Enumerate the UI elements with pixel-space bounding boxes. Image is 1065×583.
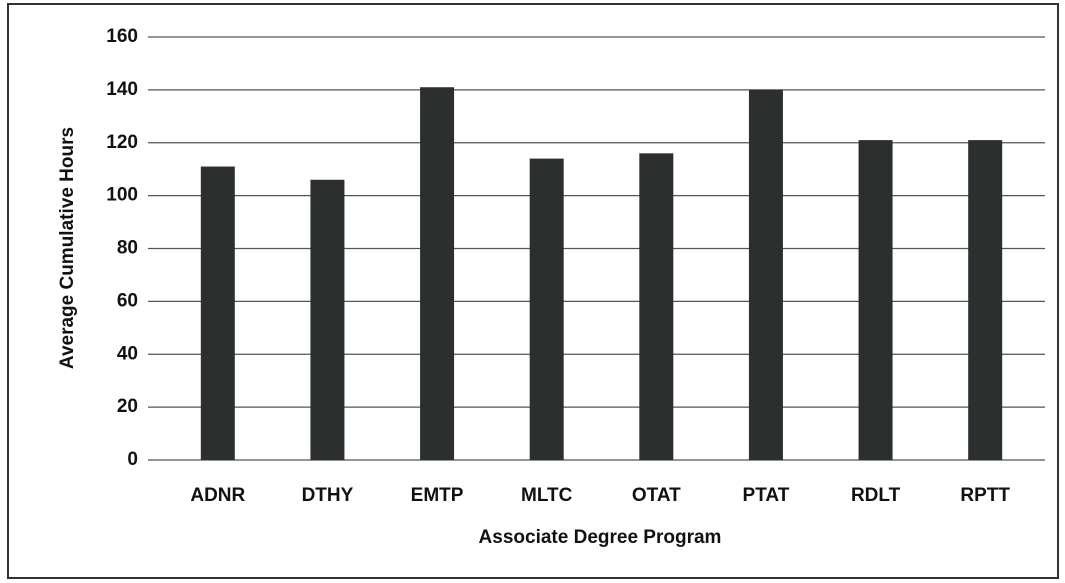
y-tick-label: 140	[106, 79, 138, 100]
x-tick-label: DTHY	[302, 485, 354, 506]
y-tick-label: 20	[117, 396, 138, 417]
x-tick-label: ADNR	[190, 485, 245, 506]
bar	[639, 153, 674, 460]
y-tick-label: 100	[106, 185, 138, 206]
y-tick-label: 120	[106, 132, 138, 153]
y-tick-label: 160	[106, 26, 138, 47]
x-tick-label: EMTP	[411, 485, 464, 506]
bar	[529, 158, 564, 461]
bar	[200, 166, 235, 460]
x-tick-label: PTAT	[743, 485, 790, 506]
y-axis-label: Average Cumulative Hours	[57, 127, 78, 369]
y-tick-label: 60	[117, 290, 138, 311]
y-tick-label: 40	[117, 343, 138, 364]
x-tick-label: RDLT	[851, 485, 901, 506]
bar	[968, 140, 1003, 460]
bar	[858, 140, 893, 460]
bar	[420, 87, 455, 460]
bar	[748, 89, 783, 460]
x-tick-label: OTAT	[632, 485, 681, 506]
x-tick-label: RPTT	[960, 485, 1010, 506]
bar	[310, 179, 345, 460]
y-tick-label: 0	[127, 449, 138, 470]
y-tick-label: 80	[117, 238, 138, 259]
x-tick-label: MLTC	[521, 485, 573, 506]
x-axis-label: Associate Degree Program	[479, 527, 722, 548]
